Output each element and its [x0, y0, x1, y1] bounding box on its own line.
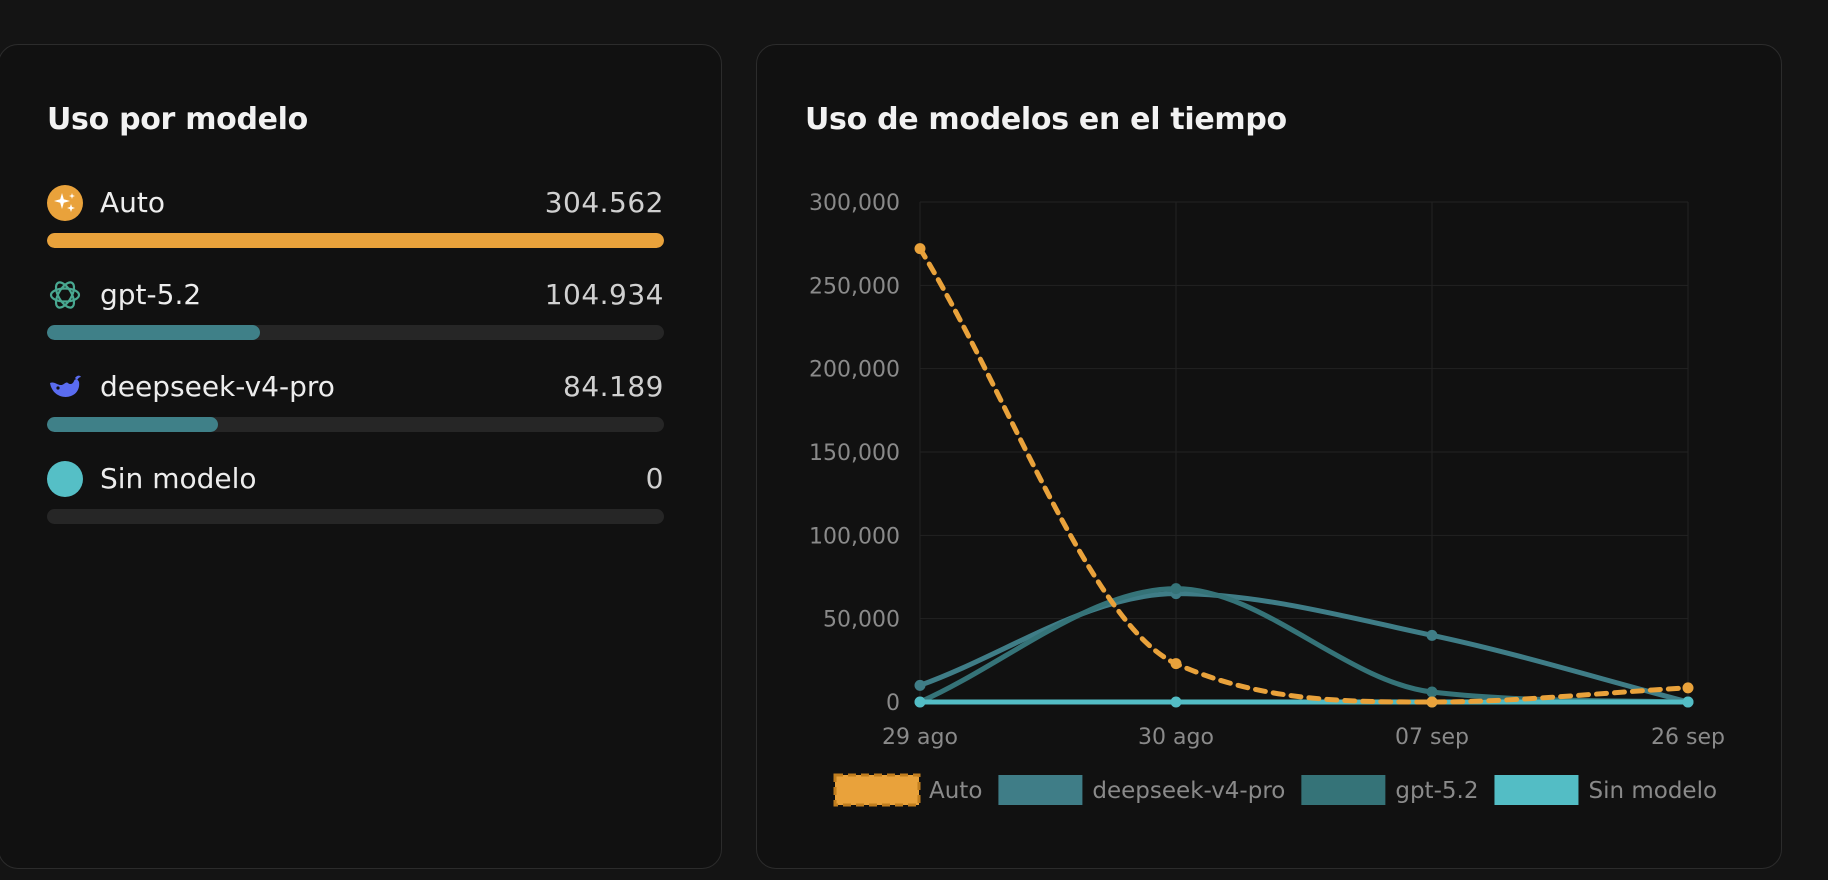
usage-over-time-card: Uso de modelos en el tiempo 0 50,000 100,0…: [756, 44, 1782, 869]
model-value: 104.934: [544, 278, 664, 311]
usage-by-model-card: Uso por modelo Auto 304.562: [0, 44, 722, 869]
usage-by-model-title: Uso por modelo: [47, 102, 308, 137]
x-tick-label: 26 sep: [1651, 725, 1725, 750]
data-point-gpt-5-2: [1426, 686, 1438, 698]
y-tick-label: 150,000: [809, 441, 900, 466]
data-point-deepseek-v4-pro: [914, 679, 926, 691]
y-tick-label: 200,000: [809, 358, 900, 383]
legend-swatch-sin-modelo: [1494, 775, 1579, 805]
usage-bar-fill: [47, 325, 260, 340]
legend-label-deepseek-v4-pro: deepseek-v4-pro: [1092, 778, 1285, 804]
data-point-sin-modelo: [914, 696, 926, 708]
usage-bar-track: [47, 509, 664, 524]
y-tick-label: 300,000: [809, 191, 900, 216]
model-name: Sin modelo: [100, 462, 257, 495]
usage-line-chart: 0 50,000 100,000 150,000 200,000 250,000 300,0…: [809, 191, 1725, 807]
model-value: 0: [645, 462, 664, 495]
data-point-gpt-5-2: [1170, 583, 1182, 595]
data-point-auto: [914, 243, 926, 255]
y-tick-label: 0: [886, 691, 900, 716]
model-value: 84.189: [563, 370, 664, 403]
legend-label-auto: Auto: [929, 778, 982, 804]
data-point-auto: [1426, 696, 1438, 708]
model-row-gpt: gpt-5.2 104.934: [47, 277, 664, 340]
data-point-deepseek-v4-pro: [1426, 629, 1438, 641]
usage-bar-track: [47, 325, 664, 340]
series-line-auto: [917, 246, 1691, 705]
model-value: 304.562: [544, 186, 664, 219]
usage-over-time-title: Uso de modelos en el tiempo: [805, 102, 1287, 137]
y-tick-label: 100,000: [809, 524, 900, 549]
model-name: gpt-5.2: [100, 278, 202, 311]
sparkles-icon: [47, 185, 83, 221]
circle-icon: [47, 461, 83, 497]
data-point-sin-modelo: [1170, 696, 1182, 708]
legend-label-sin-modelo: Sin modelo: [1588, 778, 1717, 804]
x-tick-label: 07 sep: [1395, 725, 1469, 750]
x-tick-label: 29 ago: [882, 725, 958, 750]
x-tick-label: 30 ago: [1138, 725, 1214, 750]
y-tick-label: 50,000: [823, 608, 900, 633]
usage-bar-fill: [47, 233, 664, 248]
series-line-deepseek-v4-pro: [917, 591, 1691, 705]
y-tick-label: 250,000: [809, 274, 900, 299]
legend-swatch-gpt-5-2: [1301, 775, 1386, 805]
legend-label-gpt-5-2: gpt-5.2: [1395, 778, 1478, 804]
usage-bar-track: [47, 233, 664, 248]
model-name: deepseek-v4-pro: [100, 370, 335, 403]
deepseek-whale-icon: [47, 369, 83, 405]
data-point-auto: [1170, 658, 1182, 670]
legend-swatch-auto: [833, 773, 921, 807]
usage-bar-track: [47, 417, 664, 432]
model-row-deepseek: deepseek-v4-pro 84.189: [47, 369, 664, 432]
data-point-auto: [1682, 682, 1694, 694]
model-row-auto: Auto 304.562: [47, 185, 664, 248]
model-row-sin-modelo: Sin modelo 0: [47, 461, 664, 524]
model-name: Auto: [100, 186, 166, 219]
openai-icon: [47, 277, 83, 313]
data-point-sin-modelo: [1682, 696, 1694, 708]
usage-bar-fill: [47, 417, 218, 432]
legend-swatch-deepseek-v4-pro: [998, 775, 1083, 805]
